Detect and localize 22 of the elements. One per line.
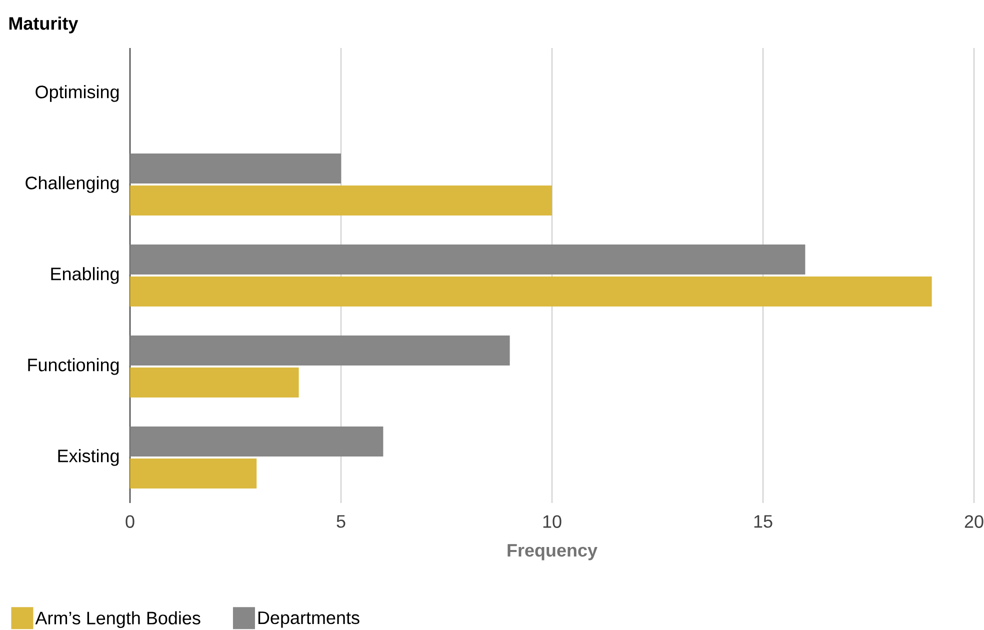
- y-tick-label: Existing: [58, 449, 119, 466]
- bar: [130, 154, 342, 184]
- y-tick-label: Enabling: [51, 267, 119, 284]
- bar: [130, 458, 257, 489]
- legend-label: Arm’s Length Bodies: [35, 611, 200, 628]
- bar: [130, 186, 552, 216]
- bar: [130, 368, 299, 398]
- legend-label: Departments: [258, 612, 360, 628]
- bar: [130, 336, 510, 366]
- bar: [130, 276, 932, 306]
- x-tick-label: 0: [126, 515, 134, 528]
- y-tick-label: Functioning: [28, 358, 119, 375]
- x-tick-label: 10: [543, 515, 562, 528]
- y-tick-label: Challenging: [26, 176, 119, 193]
- x-tick-label: 5: [336, 515, 346, 528]
- y-axis-title: Maturity: [9, 16, 78, 34]
- bar: [130, 426, 384, 457]
- x-axis-title: Frequency: [508, 544, 598, 560]
- x-tick-label: 20: [964, 515, 984, 528]
- bar: [130, 244, 806, 275]
- x-tick-label: 15: [754, 515, 772, 528]
- y-tick-label: Optimising: [36, 85, 119, 102]
